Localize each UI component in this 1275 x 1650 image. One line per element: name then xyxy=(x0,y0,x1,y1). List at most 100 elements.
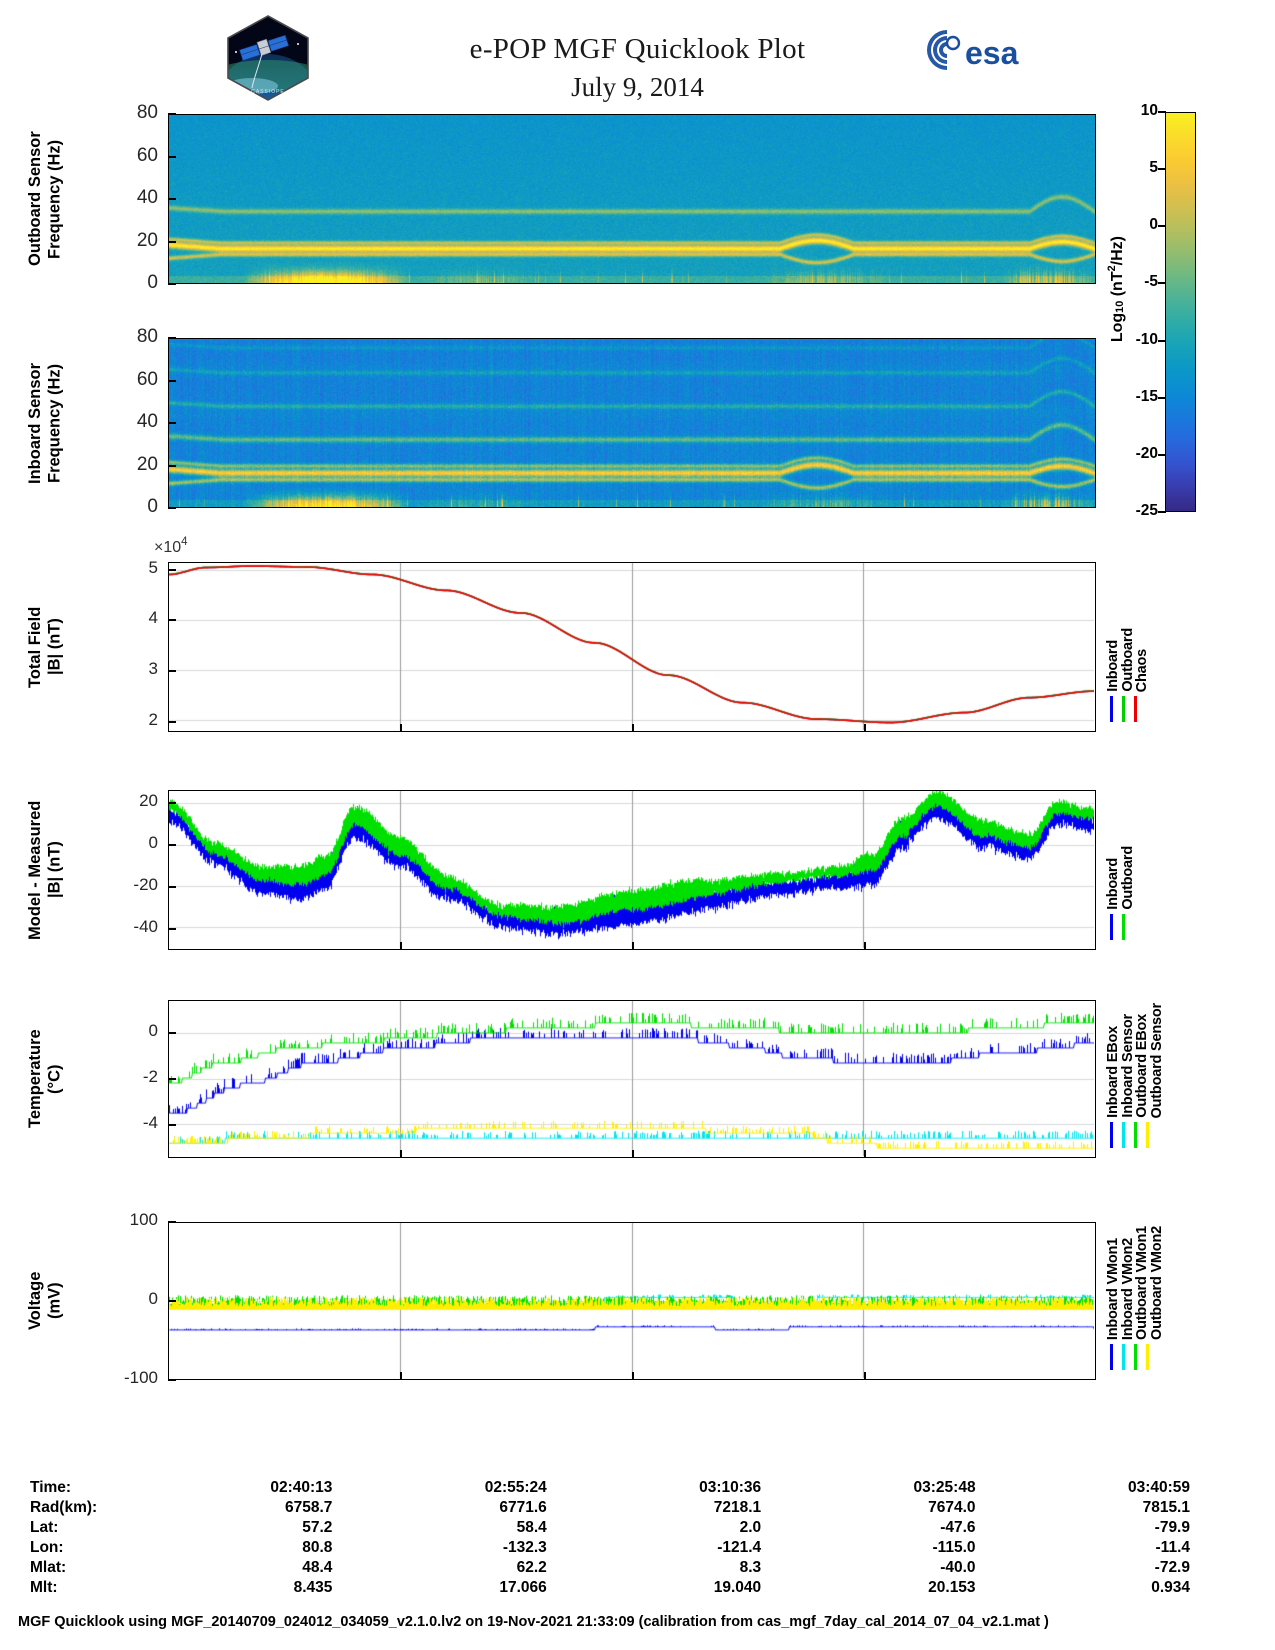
total-field-legend-label: Outboard xyxy=(1119,628,1136,692)
mission-patch-logo: CASSIOPE xyxy=(222,14,314,102)
voltage-legend-label: Inboard VMon2 xyxy=(1119,1237,1136,1340)
voltage-legend-swatch xyxy=(1134,1344,1137,1370)
ephemeris-table: Time: 02:40:13 02:55:24 03:10:36 03:25:48 03:… xyxy=(30,1478,1190,1598)
total-field-y-tick-mark xyxy=(168,619,176,622)
ephemeris-cell: 03:25:48 xyxy=(913,1479,976,1496)
ephemeris-cell: -72.9 xyxy=(1154,1559,1190,1576)
page-subtitle: July 9, 2014 xyxy=(571,72,704,103)
ephemeris-cell: 02:55:24 xyxy=(484,1479,547,1496)
temperature-legend-label: Inboard EBox xyxy=(1105,1026,1121,1118)
inboard-spectrogram-y-tick: 60 xyxy=(136,368,158,390)
total-field-axis-exponent: ×104 xyxy=(154,536,188,556)
ephemeris-row-label: Lat: xyxy=(30,1519,59,1536)
outboard-spectrogram-y-tick-mark xyxy=(168,240,176,243)
panel-total-field xyxy=(168,562,1096,732)
total-field-y-tick-mark xyxy=(168,670,176,673)
panel-temperature xyxy=(168,1000,1096,1158)
inboard-spectrogram-y-tick: 80 xyxy=(136,326,158,347)
ephemeris-cell: -47.6 xyxy=(940,1519,976,1536)
ephemeris-cell: 17.066 xyxy=(499,1579,547,1596)
temperature-legend-swatch xyxy=(1146,1122,1149,1148)
ephemeris-row-label: Rad(km): xyxy=(30,1499,98,1516)
voltage-y-tick: 0 xyxy=(148,1289,158,1308)
outboard-spectrogram-y-tick-mark xyxy=(168,283,176,285)
voltage-legend-label: Inboard VMon1 xyxy=(1105,1237,1121,1340)
temperature-y-tick-mark xyxy=(168,1031,176,1034)
colorbar-tick-label: -15 xyxy=(1135,387,1158,405)
temperature-legend-swatches xyxy=(1110,1122,1149,1148)
model-minus-measured-legend-swatch xyxy=(1122,914,1125,940)
colorbar-tick-label: -25 xyxy=(1135,502,1158,519)
ephemeris-cell: 0.934 xyxy=(1151,1579,1190,1596)
ephemeris-cell: 58.4 xyxy=(516,1519,547,1536)
esa-logo: esa xyxy=(925,28,1043,72)
ephemeris-cell: 7815.1 xyxy=(1142,1499,1190,1516)
inboard-spectrogram-y-tick-mark xyxy=(168,337,176,339)
temperature-legend: Inboard EBox Inboard Sensor Outboard EBox O… xyxy=(1105,1003,1165,1118)
voltage-legend-label: Outboard VMon2 xyxy=(1148,1225,1165,1340)
ephemeris-cell: 19.040 xyxy=(713,1579,762,1596)
inboard-spectrogram-y-tick: 20 xyxy=(136,453,158,475)
colorbar-tick-label: -5 xyxy=(1144,273,1158,291)
temperature-y-tick: 0 xyxy=(148,1020,158,1040)
model-minus-measured-y-tick-mark xyxy=(168,885,176,888)
total-field-y-tick-mark xyxy=(168,568,176,571)
colorbar-tick-label: -20 xyxy=(1135,444,1158,462)
outboard-spectrogram-y-tick: 60 xyxy=(136,144,158,166)
model-minus-measured-x-tick-mark xyxy=(864,942,866,950)
ephemeris-row-label: Time: xyxy=(30,1479,72,1496)
ephemeris-row: Mlt: 8.435 17.066 19.040 20.153 0.934 xyxy=(30,1578,1190,1598)
inboard-spectrogram-y-tick-mark xyxy=(168,379,176,382)
voltage-legend-swatches xyxy=(1110,1344,1149,1370)
temperature-y-tick-mark xyxy=(168,1078,176,1080)
title-block: e-POP MGF Quicklook Plot July 9, 2014 xyxy=(0,30,1275,105)
ephemeris-cell: 7674.0 xyxy=(928,1499,976,1516)
total-field-legend: Inboard Outboard Chaos xyxy=(1105,568,1150,692)
total-field-legend-swatch xyxy=(1122,696,1125,722)
ephemeris-cell: -40.0 xyxy=(940,1559,976,1576)
footer-note: MGF Quicklook using MGF_20140709_024012_… xyxy=(18,1614,1049,1630)
voltage-y-label: Voltage (mV) xyxy=(26,1271,64,1331)
ephemeris-cell: -11.4 xyxy=(1155,1539,1190,1556)
outboard-spectrogram-y-tick-mark xyxy=(168,155,176,158)
outboard-spectrogram-y-label: Outboard Sensor Frequency (Hz) xyxy=(26,131,64,267)
total-field-y-tick: 2 xyxy=(148,709,158,729)
voltage-y-tick-mark xyxy=(168,1379,176,1381)
model-minus-measured-legend: Inboard Outboard xyxy=(1105,796,1136,910)
inboard-spectrogram-y-label: Inboard Sensor Frequency (Hz) xyxy=(26,362,64,484)
colorbar-tick-mark xyxy=(1158,225,1166,228)
ephemeris-cell: 6758.7 xyxy=(284,1499,333,1516)
temperature-legend-label: Inboard Sensor xyxy=(1119,1014,1136,1118)
colorbar-tick-label: -10 xyxy=(1135,330,1158,348)
total-field-x-tick-mark xyxy=(400,724,402,732)
outboard-spectrogram-canvas xyxy=(169,115,1095,283)
model-minus-measured-y-tick-mark xyxy=(168,843,176,846)
outboard-spectrogram-y-tick-mark xyxy=(168,198,176,200)
voltage-legend-swatch xyxy=(1122,1344,1125,1370)
total-field-x-tick-mark xyxy=(864,724,866,732)
total-field-legend-label: Chaos xyxy=(1134,648,1150,692)
voltage-y-tick-mark xyxy=(168,1300,176,1302)
temperature-legend-label: Outboard EBox xyxy=(1134,1014,1150,1118)
ephemeris-cell: 03:40:59 xyxy=(1127,1479,1190,1496)
inboard-spectrogram-y-tick-mark xyxy=(168,464,176,467)
colorbar-tick-mark xyxy=(1158,339,1166,342)
ephemeris-cell: 80.8 xyxy=(302,1539,333,1556)
ephemeris-cell: 02:40:13 xyxy=(270,1479,333,1496)
ephemeris-cell: -132.3 xyxy=(502,1539,547,1556)
panel-inboard-spectrogram xyxy=(168,338,1096,508)
ephemeris-row-label: Mlat: xyxy=(30,1559,67,1576)
colorbar-tick-mark xyxy=(1158,396,1166,399)
outboard-spectrogram-y-tick: 0 xyxy=(147,272,158,293)
outboard-spectrogram-y-tick: 20 xyxy=(136,229,158,251)
ephemeris-row-label: Mlt: xyxy=(30,1579,58,1596)
ephemeris-row: Lon: 80.8 -132.3 -121.4 -115.0 -11.4 xyxy=(30,1538,1190,1558)
ephemeris-cell: 8.435 xyxy=(293,1579,333,1596)
voltage-x-tick-mark xyxy=(632,1372,634,1380)
total-field-y-tick: 5 xyxy=(148,557,158,577)
model-minus-measured-legend-label: Outboard xyxy=(1119,846,1136,910)
temperature-x-tick-mark xyxy=(400,1150,402,1158)
total-field-y-tick: 3 xyxy=(148,659,158,679)
inboard-spectrogram-canvas xyxy=(169,339,1095,507)
ephemeris-cell: 62.2 xyxy=(516,1559,547,1576)
